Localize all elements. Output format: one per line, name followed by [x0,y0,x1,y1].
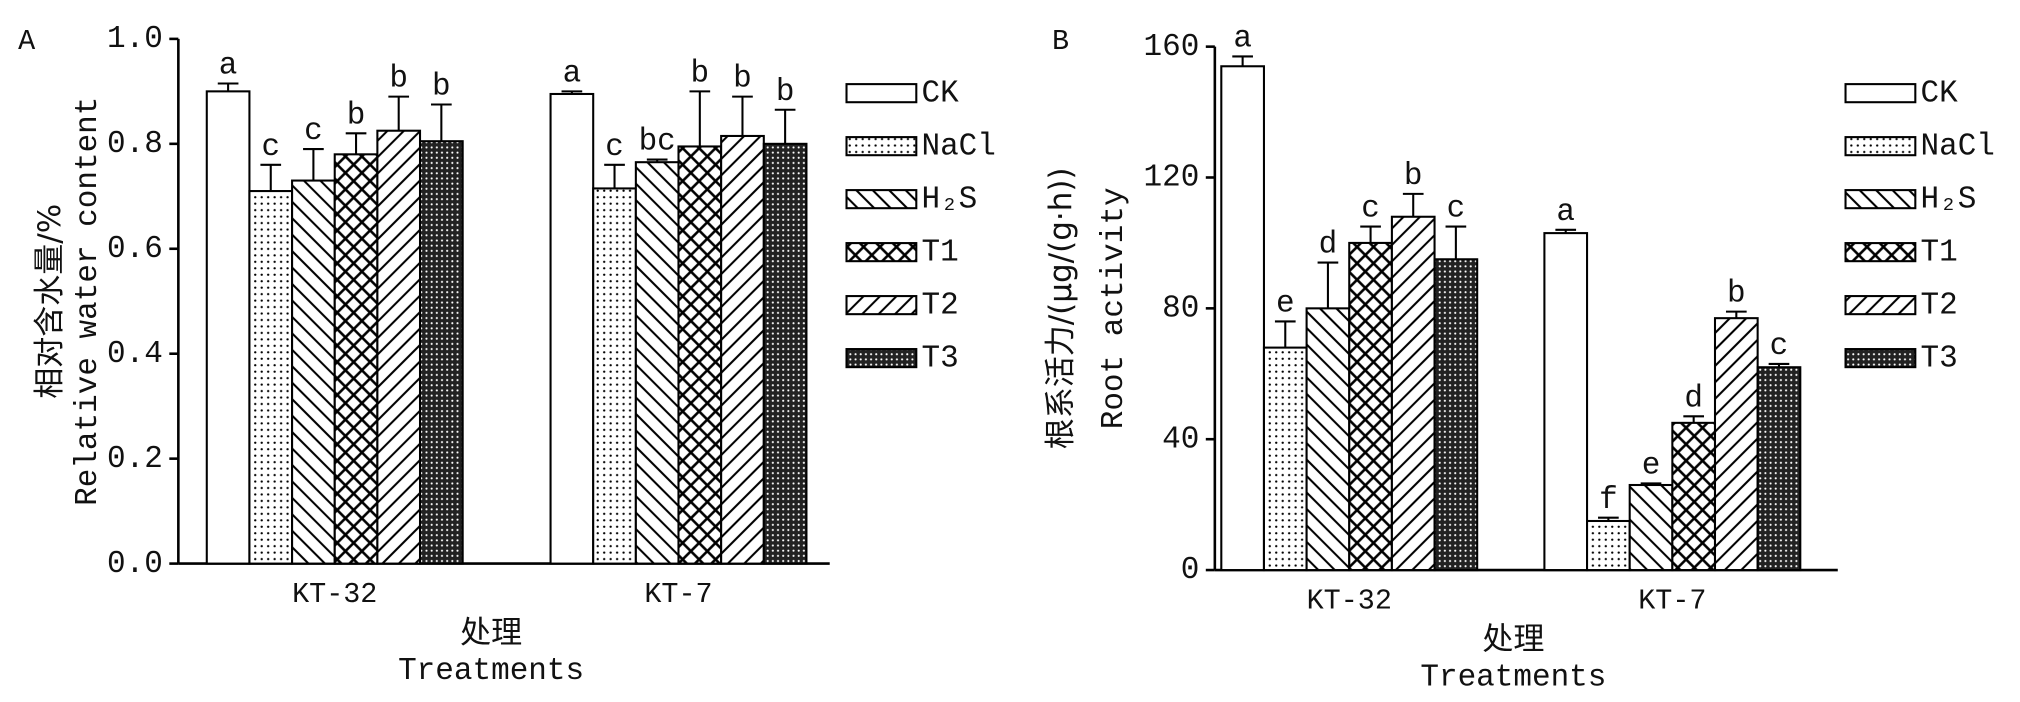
significance-letter: b [1727,277,1746,312]
significance-letter: a [563,56,582,91]
x-tick-label: KT-32 [1307,585,1392,618]
significance-letter: c [1770,329,1789,364]
bar [1628,483,1674,572]
legend-label: CK [1920,76,1958,111]
legend-label: CK [921,76,959,111]
bar [634,161,680,565]
significance-letter: b [389,62,408,97]
bar [376,129,422,565]
bar [1433,258,1479,572]
bar [1305,307,1351,572]
legend-label: T3 [921,341,958,376]
x-axis-title: 处理 [1482,622,1544,658]
significance-letter: f [1599,483,1618,518]
significance-letter: b [347,98,366,133]
bar [1262,346,1308,572]
legend-swatch [845,295,918,316]
significance-letter: c [1361,192,1380,227]
bar [418,140,464,565]
significance-letter: b [691,56,710,91]
x-axis-title: Treatments [398,654,584,689]
x-tick-label: KT-7 [644,578,712,611]
x-tick-label: KT-7 [1638,585,1706,618]
significance-letter: b [733,62,752,97]
legend-swatch [1844,189,1917,210]
legend-swatch [1844,242,1917,263]
y-tick-label: 160 [1144,30,1200,65]
legend-label: T1 [1920,235,1957,270]
panel-label: B [1052,25,1069,58]
y-tick-label: 1.0 [107,22,163,57]
significance-letter: c [304,114,323,149]
bar [1543,232,1589,572]
significance-letter: a [219,49,238,84]
legend-label: NaCl [921,129,995,164]
y-tick-label: 0.2 [107,442,163,477]
y-tick-label: 0 [1181,553,1200,588]
legend-swatch [845,189,918,210]
bar [1756,366,1802,572]
bar [1586,519,1631,572]
y-axis-title: 根系活力/(μg/(g·h)) [1043,167,1079,449]
significance-letter: b [432,70,451,105]
y-tick-label: 0.4 [107,337,163,372]
y-tick-label: 80 [1162,292,1199,327]
x-tick-label: KT-32 [292,578,377,611]
y-tick-label: 0.0 [107,547,163,582]
legend-swatch [845,348,918,369]
y-axis-title: Root activity [1097,187,1132,429]
significance-letter: c [1447,192,1466,227]
legend-swatch [845,83,918,104]
bar [248,190,294,565]
legend-swatch [1844,136,1917,157]
legend-swatch [1844,295,1917,316]
legend-label: T2 [1920,288,1957,323]
y-tick-label: 40 [1162,422,1199,457]
bar [762,142,808,565]
significance-letter: c [605,130,624,165]
bar [677,145,723,565]
legend-swatch [845,136,918,157]
legend-label: T2 [921,288,958,323]
significance-letter: d [1319,228,1338,263]
significance-letter: a [1233,22,1252,57]
y-tick-label: 120 [1144,161,1200,196]
bar [1671,421,1717,572]
x-axis-title: Treatments [1420,661,1606,696]
bar [205,90,251,565]
legend-label: H₂S [1920,182,1976,217]
legend-swatch [1844,348,1917,369]
significance-letter: e [1276,287,1295,322]
x-axis-title: 处理 [460,615,522,651]
significance-letter: a [1556,195,1575,230]
legend-label: T1 [921,235,958,270]
bar [592,187,637,565]
bar [720,134,765,565]
bar [1220,65,1265,572]
significance-letter: bc [639,125,676,160]
bar [333,153,379,565]
significance-letter: e [1642,448,1661,483]
bar [1348,241,1393,572]
legend-label: NaCl [1920,129,1994,164]
legend-swatch [1844,83,1917,104]
bar [291,179,336,565]
legend-swatch [845,242,918,263]
legend-label: H₂S [921,182,977,217]
bar [1390,215,1436,572]
significance-letter: d [1684,381,1703,416]
y-axis-title: 相对含水量/% [32,204,68,399]
bar [1713,317,1759,572]
legend-label: T3 [1920,341,1957,376]
y-tick-label: 0.6 [107,232,163,267]
significance-letter: b [776,75,795,110]
y-axis-title: Relative water content [71,97,106,506]
significance-letter: c [261,130,280,165]
panel-label: A [18,25,36,58]
significance-letter: b [1404,159,1423,194]
bar [549,92,595,565]
y-tick-label: 0.8 [107,127,163,162]
